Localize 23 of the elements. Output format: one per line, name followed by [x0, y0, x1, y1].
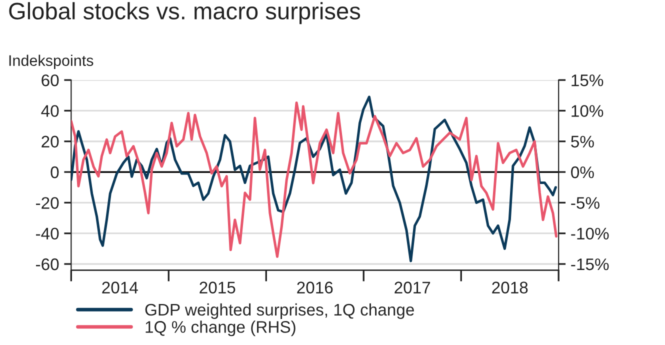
y-tick-label: -40 — [36, 228, 59, 240]
y2-tick-label: -5% — [571, 197, 600, 209]
x-tick-label: 2015 — [200, 282, 236, 294]
legend-label: GDP weighted surprises, 1Q change — [145, 303, 414, 319]
y2-tick-label: -10% — [571, 228, 609, 240]
y2-tick-label: 0% — [571, 166, 594, 178]
legend-label: 1Q % change (RHS) — [146, 320, 296, 336]
y-tick-label: 40 — [41, 105, 59, 117]
x-tick-label: 2016 — [297, 282, 333, 294]
x-tick-label: 2014 — [102, 282, 138, 294]
y2-tick-label: 10% — [572, 105, 604, 117]
y-tick-label: -20 — [36, 197, 59, 209]
y-axis-title: Indekspoints — [9, 54, 94, 69]
y-tick-label: 0 — [50, 166, 59, 178]
x-tick-label: 2017 — [394, 282, 430, 294]
y2-tick-label: 15% — [572, 74, 604, 86]
y2-tick-label: -15% — [571, 258, 609, 270]
y-tick-label: -60 — [36, 258, 59, 270]
y-tick-label: 20 — [42, 136, 59, 148]
y2-tick-label: 5% — [571, 136, 594, 148]
y-tick-label: 60 — [42, 74, 59, 86]
x-tick-label: 2018 — [492, 282, 528, 294]
chart-title: Global stocks vs. macro surprises — [9, 2, 360, 24]
